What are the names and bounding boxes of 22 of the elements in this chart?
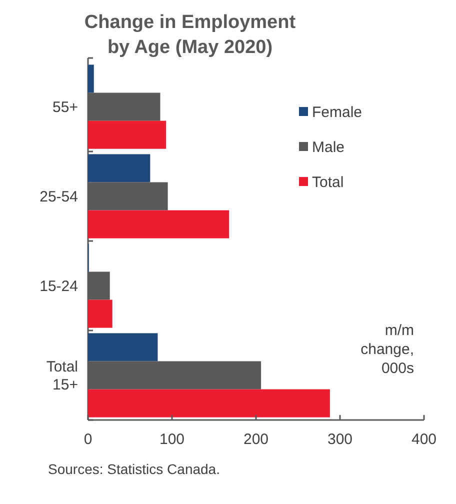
bar: [88, 120, 166, 149]
legend-label: Female: [312, 104, 362, 121]
legend-label: Total: [312, 174, 344, 191]
y-tick-label: 15-24: [40, 278, 78, 295]
bar: [88, 154, 150, 182]
bar: [88, 333, 158, 362]
x-tick-label: 400: [411, 431, 437, 448]
bar: [88, 300, 112, 328]
y-tick-label: 55+: [52, 98, 78, 116]
bar: [88, 210, 230, 238]
bar: [88, 64, 94, 93]
legend-label: Male: [312, 139, 345, 156]
x-tick-label: 0: [84, 431, 92, 448]
source-note: Sources: Statistics Canada.: [48, 461, 220, 477]
x-tick-label: 300: [327, 431, 353, 448]
x-tick-label: 100: [159, 431, 185, 448]
y-tick-label: Total 15+: [46, 358, 78, 394]
x-tick-label: 200: [243, 431, 269, 448]
chart-title: Change in Employment by Age (May 2020): [84, 12, 296, 58]
y-tick-label: 25-54: [40, 188, 78, 206]
bar: [88, 389, 330, 418]
annotation: m/m change, 000s: [360, 322, 414, 377]
